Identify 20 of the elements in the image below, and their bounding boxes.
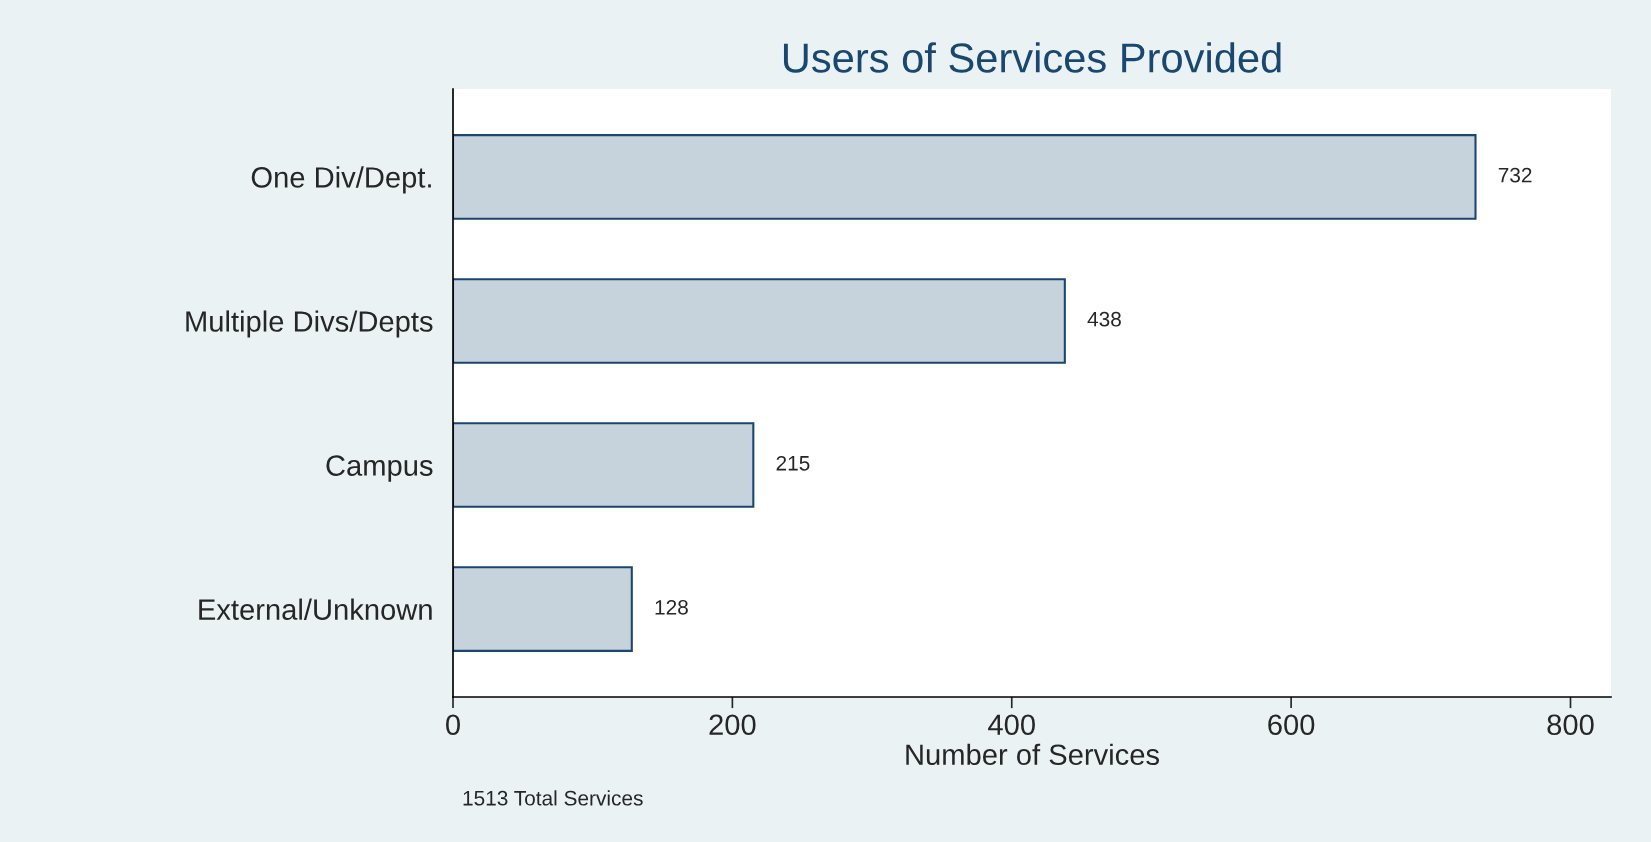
- bar: [453, 278, 1066, 364]
- bar: [453, 566, 633, 652]
- y-tick-label: External/Unknown: [199, 598, 432, 620]
- data-label: 438: [1087, 311, 1121, 327]
- y-tick-label: Campus: [326, 455, 433, 482]
- text: 1513 Total Services: [463, 790, 643, 806]
- x-tick-label: 0: [446, 714, 460, 736]
- data-label: 128: [655, 599, 688, 615]
- y-tick-label: One Div/Dept.: [251, 166, 431, 194]
- x-tick-label: 200: [709, 714, 756, 736]
- bar: [453, 422, 755, 508]
- x-axis-title: Number of Services: [906, 743, 1160, 766]
- bar: [453, 134, 1477, 220]
- chart-title: Users of Services Provided: [783, 42, 1281, 73]
- x-tick-label: 600: [1268, 714, 1315, 736]
- y-tick-label: Multiple Divs/Depts: [186, 310, 433, 338]
- x-tick-label: 800: [1547, 714, 1594, 736]
- data-label: 215: [776, 455, 810, 471]
- x-tick-label: 400: [988, 714, 1035, 736]
- data-label: 732: [1498, 167, 1532, 183]
